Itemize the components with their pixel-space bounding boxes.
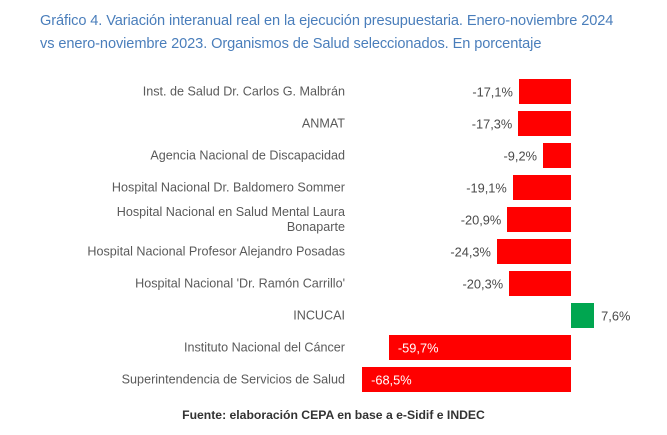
chart-bar-row: Superintendencia de Servicios de Salud -6… bbox=[0, 364, 667, 396]
chart-bar[interactable] bbox=[509, 271, 571, 296]
category-label: Inst. de Salud Dr. Carlos G. Malbrán bbox=[142, 84, 345, 99]
chart-bar-row: Inst. de Salud Dr. Carlos G. Malbrán -17,… bbox=[0, 76, 667, 108]
chart-plot-area: Inst. de Salud Dr. Carlos G. Malbrán -17,… bbox=[0, 76, 667, 401]
chart-bar[interactable] bbox=[542, 143, 571, 168]
chart-bar[interactable] bbox=[571, 303, 595, 328]
chart-bar[interactable] bbox=[507, 207, 571, 232]
value-label: -68,5% bbox=[371, 372, 412, 388]
category-label: Hospital Nacional 'Dr. Ramón Carrillo' bbox=[135, 276, 345, 291]
category-label: ANMAT bbox=[301, 116, 345, 131]
chart-bar-row: INCUCAI 7,6% bbox=[0, 300, 667, 332]
value-label: -17,3% bbox=[471, 116, 513, 132]
chart-bar-row: ANMAT -17,3% bbox=[0, 108, 667, 140]
category-label: INCUCAI bbox=[293, 308, 345, 323]
bar-track: -68,5% bbox=[352, 364, 667, 396]
bar-track: -19,1% bbox=[352, 172, 667, 204]
value-label: -17,1% bbox=[472, 84, 513, 100]
category-label: Agencia Nacional de Discapacidad bbox=[150, 148, 345, 163]
chart-bar[interactable] bbox=[518, 111, 571, 136]
bar-track: -20,9% bbox=[352, 204, 667, 236]
value-label: -59,7% bbox=[397, 340, 439, 356]
bar-track: -24,3% bbox=[352, 236, 667, 268]
chart-bar-row: Hospital Nacional en Salud Mental Laura … bbox=[0, 204, 667, 236]
bar-track: 7,6% bbox=[352, 300, 667, 332]
value-label: -24,3% bbox=[450, 244, 491, 260]
chart-source-note: Fuente: elaboración CEPA en base a e-Sid… bbox=[182, 408, 485, 422]
category-label: Hospital Nacional Profesor Alejandro Pos… bbox=[87, 244, 345, 259]
bar-track: -17,1% bbox=[352, 76, 667, 108]
bar-track: -17,3% bbox=[352, 108, 667, 140]
chart-bar[interactable] bbox=[512, 175, 571, 200]
category-label: Hospital Nacional en Salud Mental Laura … bbox=[116, 205, 345, 234]
category-label: Hospital Nacional Dr. Baldomero Sommer bbox=[111, 180, 345, 195]
chart-bar-row: Hospital Nacional 'Dr. Ramón Carrillo' -2… bbox=[0, 268, 667, 300]
chart-title: Gráfico 4. Variación interanual real en … bbox=[40, 13, 614, 52]
chart-bar-row: Hospital Nacional Profesor Alejandro Pos… bbox=[0, 236, 667, 268]
value-label: -9,2% bbox=[503, 148, 537, 164]
bar-track: -9,2% bbox=[352, 140, 667, 172]
chart-bar-row: Agencia Nacional de Discapacidad -9,2% bbox=[0, 140, 667, 172]
bar-track: -20,3% bbox=[352, 268, 667, 300]
chart-bar-row: Instituto Nacional del Cáncer -59,7% bbox=[0, 332, 667, 364]
chart-bar[interactable] bbox=[388, 335, 571, 360]
chart-bar[interactable] bbox=[362, 367, 571, 392]
category-label: Instituto Nacional del Cáncer bbox=[183, 340, 345, 355]
chart-bar[interactable] bbox=[518, 79, 571, 104]
category-label: Superintendencia de Servicios de Salud bbox=[121, 372, 345, 387]
value-label: 7,6% bbox=[601, 308, 631, 324]
value-label: -20,9% bbox=[460, 212, 502, 228]
bar-track: -59,7% bbox=[352, 332, 667, 364]
value-label: -19,1% bbox=[466, 180, 507, 196]
chart-bar[interactable] bbox=[496, 239, 571, 264]
value-label: -20,3% bbox=[462, 276, 504, 292]
chart-bar-row: Hospital Nacional Dr. Baldomero Sommer -1… bbox=[0, 172, 667, 204]
